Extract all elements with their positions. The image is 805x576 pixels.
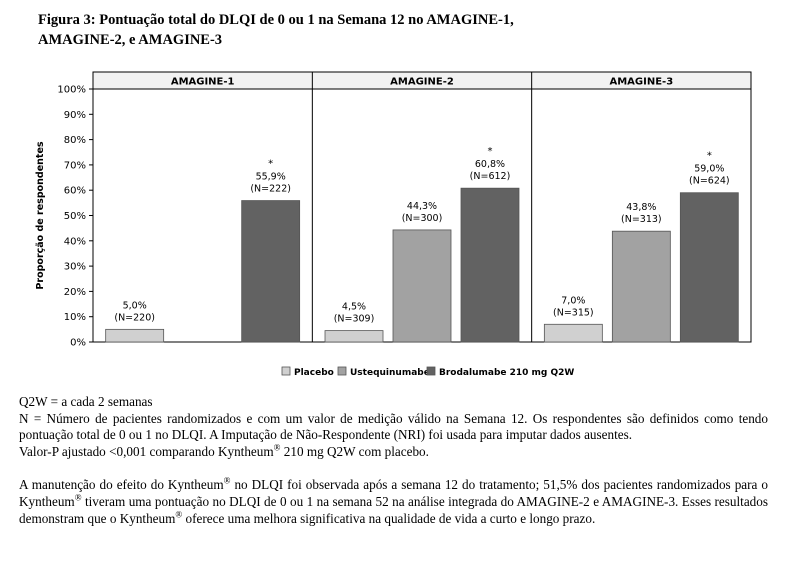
bar-value-label: 59,0% [694,164,724,175]
bar [241,200,301,343]
panel-title: AMAGINE-1 [171,77,235,88]
bar-value-label: 60,8% [475,159,505,170]
y-axis-label: Proporção de respondentes [35,141,46,289]
y-tick-label: 10% [64,312,86,323]
panel-header-strip [92,71,752,90]
note-q2w: Q2W = a cada 2 semanas [19,394,153,409]
panel-title: AMAGINE-3 [609,77,673,88]
bar [460,187,520,343]
bar-n-label: (N=612) [470,171,511,182]
y-tick-label: 70% [64,160,86,171]
legend-swatch [426,366,436,376]
bar-value-label: 43,8% [626,202,656,213]
bar [611,230,671,343]
figure-notes: Q2W = a cada 2 semanas N = Número de pac… [19,394,768,527]
y-tick-label: 90% [64,110,86,121]
bar-value-label: 7,0% [561,295,585,306]
y-tick-label: 100% [57,85,86,96]
bar-n-label: (N=315) [553,307,594,318]
figure-title-line-1: Figura 3: Pontuação total do DLQI de 0 o… [38,12,514,28]
y-tick-label: 20% [64,287,86,298]
figure-title-line-2: AMAGINE-2, e AMAGINE-3 [38,32,223,48]
significance-star: * [268,159,273,170]
bar-n-label: (N=222) [250,184,291,195]
bar-value-label: 44,3% [407,201,437,212]
bar-n-label: (N=300) [402,213,443,224]
bar-value-label: 4,5% [342,302,366,313]
note-n-definition: N = Número de pacientes randomizados e c… [19,410,768,443]
bar-chart: Proporção de respondentes 0% 10% 20% 30% 40% 5… [35,71,752,378]
legend-swatch [281,366,291,376]
y-tick-label: 50% [64,211,86,222]
legend-label: Placebo [294,368,334,378]
figure-title: Figura 3: Pontuação total do DLQI de 0 o… [38,10,598,50]
note-p-value: Valor-P ajustado <0,001 comparando Kynth… [19,442,429,459]
y-tick-label: 30% [64,262,86,273]
significance-star: * [707,151,712,162]
bar-n-label: (N=313) [621,214,662,225]
bar [543,323,603,343]
legend-swatch [337,366,347,376]
y-tick-label: 60% [64,186,86,197]
y-tick-label: 0% [70,338,86,349]
bar-n-label: (N=624) [689,176,730,187]
bar-value-label: 55,9% [256,172,286,183]
bar [679,192,739,343]
bar-value-label: 5,0% [123,300,147,311]
significance-star: * [487,146,492,157]
legend-label: Brodalumabe 210 mg Q2W [439,368,574,378]
bar [105,328,165,343]
bar [392,229,452,343]
y-tick-label: 80% [64,135,86,146]
summary-paragraph: A manutenção do efeito do Kyntheum® no D… [19,475,768,526]
bar-n-label: (N=309) [334,314,375,325]
bar-n-label: (N=220) [114,312,155,323]
y-tick-label: 40% [64,236,86,247]
bar [324,330,384,343]
panel-title: AMAGINE-2 [390,77,454,88]
legend-label: Ustequinumabe [350,368,430,378]
